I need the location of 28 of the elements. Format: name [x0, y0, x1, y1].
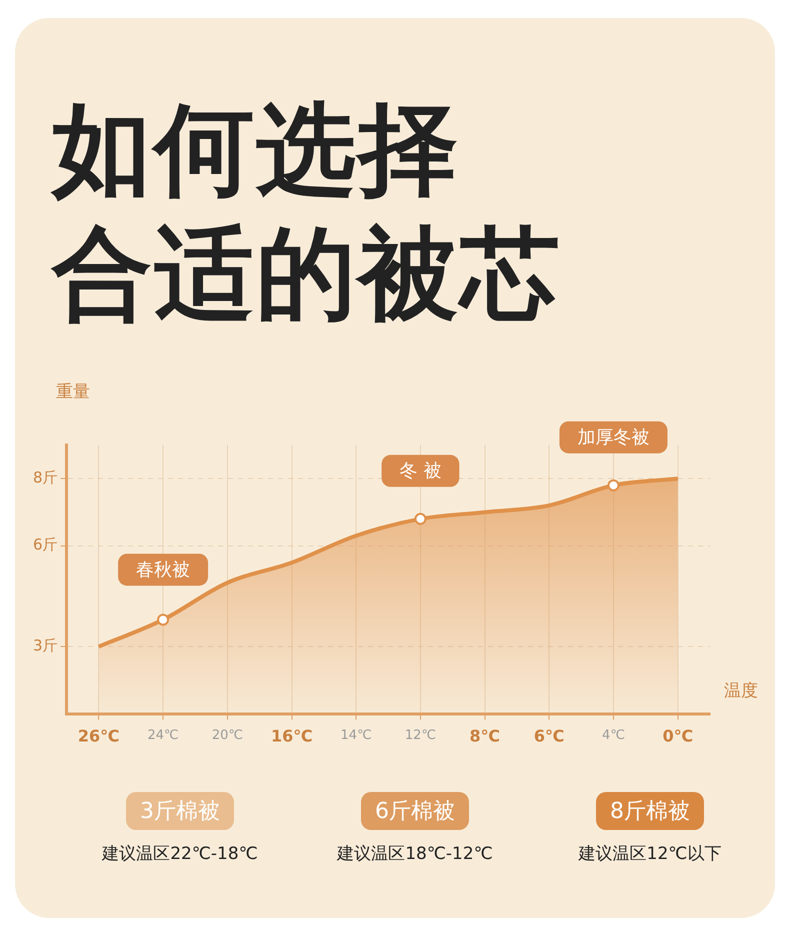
chart-title: 如何选择合适的被芯 — [52, 90, 563, 334]
x-tick-label: 6℃ — [534, 726, 564, 746]
text: 6斤棉被 — [361, 792, 469, 830]
x-tick-label: 0℃ — [662, 726, 694, 746]
y-tick-label: 3斤 — [32, 636, 58, 654]
y-axis-title: 重量 — [56, 381, 90, 403]
text: 建议温区22℃-18℃ — [100, 843, 259, 865]
point — [607, 479, 620, 492]
x-axis-title: 温度 — [724, 680, 758, 702]
text: 3斤棉被 — [126, 792, 234, 830]
x-tick-label: 26℃ — [78, 726, 120, 746]
point — [157, 614, 170, 626]
x-tick-label: 4℃ — [602, 728, 625, 743]
y-tick-label: 8斤 — [32, 468, 58, 486]
point — [414, 512, 426, 525]
annotation: 春秋被 — [136, 559, 190, 580]
x-tick-label: 12℃ — [404, 728, 436, 743]
y-tick-label: 6斤 — [32, 536, 58, 554]
x-tick-label: 8℃ — [470, 726, 500, 746]
x-tick-label: 24℃ — [147, 728, 179, 743]
text: 建议温区12℃以下 — [577, 843, 722, 865]
text: 8斤棉被 — [596, 792, 704, 830]
x-tick-label: 20℃ — [212, 728, 243, 743]
text: 建议温区18℃-12℃ — [336, 843, 494, 865]
x-tick-label: 14℃ — [340, 728, 372, 743]
annotation: 加厚冬被 — [577, 426, 650, 448]
x-tick-label: 16℃ — [270, 726, 313, 746]
annotation: 冬 被 — [400, 460, 442, 482]
